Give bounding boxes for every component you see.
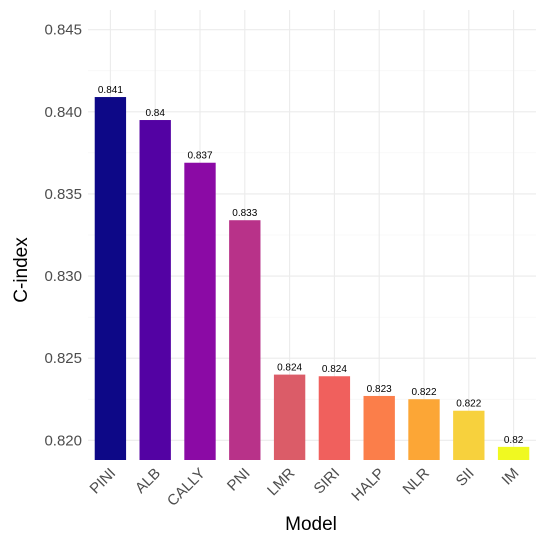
- bar-value-label: 0.824: [277, 363, 302, 374]
- bar: [94, 97, 127, 460]
- y-axis-title: C-index: [11, 237, 32, 303]
- bar-value-label: 0.822: [456, 399, 481, 410]
- bar-value-label: 0.824: [322, 364, 347, 375]
- x-tick-label: CALLY: [164, 465, 209, 510]
- bar: [453, 410, 485, 460]
- x-tick-label: NLR: [400, 465, 433, 498]
- bar-value-label: 0.84: [145, 108, 165, 119]
- x-tick-label: SIRI: [311, 465, 344, 498]
- x-axis-ticks: PINI ALB CALLY PNI LMR SIRI HALP NLR SII IM: [87, 465, 523, 510]
- x-axis-title: Model: [285, 514, 337, 535]
- bar: [273, 374, 306, 460]
- bar-value-label: 0.837: [187, 151, 212, 162]
- x-tick-label: SII: [453, 465, 478, 490]
- bar-value-label: 0.833: [232, 208, 257, 219]
- bar: [497, 446, 530, 460]
- bar-value-label: 0.841: [98, 85, 123, 96]
- bar: [408, 399, 440, 460]
- bar: [318, 376, 351, 460]
- x-tick-label: PNI: [224, 465, 254, 495]
- x-tick-label: ALB: [132, 465, 164, 497]
- x-tick-label: IM: [499, 465, 523, 489]
- x-tick-label: HALP: [348, 465, 388, 505]
- bar-value-label: 0.822: [411, 387, 436, 398]
- bar-value-labels: 0.841 0.84 0.837 0.833 0.824 0.824 0.823 0.822 0…: [98, 85, 524, 446]
- y-tick-label: 0.820: [44, 432, 82, 449]
- x-tick-label: PINI: [87, 465, 120, 498]
- y-tick-label: 0.840: [44, 104, 82, 121]
- y-axis-ticks: 0.820 0.825 0.830 0.835 0.840 0.845: [44, 22, 82, 450]
- bar: [229, 220, 261, 460]
- y-tick-label: 0.835: [44, 186, 82, 203]
- bars: [94, 97, 530, 460]
- x-tick-label: LMR: [264, 465, 299, 500]
- bar-value-label: 0.82: [504, 435, 524, 446]
- y-tick-label: 0.825: [44, 350, 82, 367]
- bar: [139, 120, 171, 460]
- bar-value-label: 0.823: [367, 384, 392, 395]
- y-tick-label: 0.845: [44, 22, 82, 39]
- bar: [184, 162, 216, 460]
- y-tick-label: 0.830: [44, 268, 82, 285]
- bar: [363, 395, 395, 460]
